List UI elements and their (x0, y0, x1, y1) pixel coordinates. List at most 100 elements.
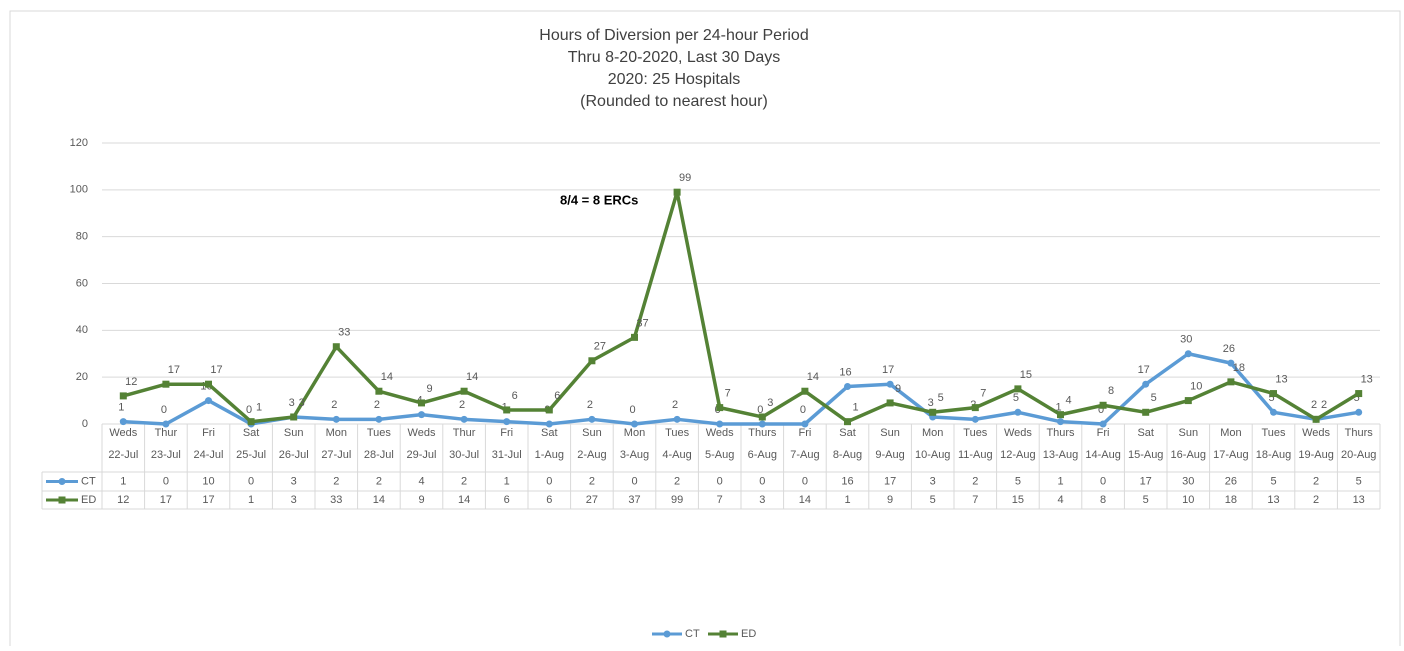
data-label: 16 (839, 366, 851, 378)
point (1227, 378, 1235, 386)
x-tick-label: Mon (624, 427, 645, 439)
table-cell: 5 (1143, 494, 1149, 506)
point (971, 404, 979, 412)
table-cell: 18 (1225, 494, 1237, 506)
table-cell: 8 (1100, 494, 1106, 506)
x-tick-label: Weds (1004, 427, 1032, 439)
table-cell: 9 (418, 494, 424, 506)
table-cell: 0 (759, 475, 765, 487)
table-cell: 17 (160, 494, 172, 506)
point (588, 415, 596, 423)
point (716, 420, 724, 428)
data-label: 8 (1108, 385, 1114, 397)
table-cell: 0 (631, 475, 637, 487)
table-cell: 3 (930, 475, 936, 487)
x-tick-label: 2-Aug (577, 449, 606, 461)
x-tick-label: 26-Jul (279, 449, 309, 461)
x-tick-label: Thurs (748, 427, 777, 439)
point (375, 415, 383, 423)
table-cell: 0 (717, 475, 723, 487)
y-tick-label: 80 (76, 231, 88, 243)
table-cell: 2 (333, 475, 339, 487)
table-cell: 3 (291, 494, 297, 506)
table-cell: 17 (1140, 475, 1152, 487)
table-cell: 26 (1225, 475, 1237, 487)
point (1099, 401, 1107, 409)
point (673, 188, 681, 196)
x-tick-label: 5-Aug (705, 449, 734, 461)
x-tick-label: Thur (453, 427, 476, 439)
table-cell: 33 (330, 494, 342, 506)
x-tick-label: 8-Aug (833, 449, 862, 461)
chart-border (9, 10, 1401, 651)
data-label: 0 (161, 404, 167, 416)
x-tick-label: Sun (582, 427, 602, 439)
point (588, 357, 596, 365)
chart-subtitle: (Rounded to nearest hour) (580, 93, 768, 110)
x-tick-label: 31-Jul (492, 449, 522, 461)
x-tick-label: Sun (880, 427, 900, 439)
data-label: 1 (852, 402, 858, 414)
point (545, 406, 553, 414)
y-tick-label: 20 (76, 371, 88, 383)
table-cell: 16 (841, 475, 853, 487)
data-label: 2 (331, 399, 337, 411)
x-tick-label: 11-Aug (958, 449, 993, 461)
table-cell: 99 (671, 494, 683, 506)
x-tick-label: Tues (367, 427, 392, 439)
table-cell: 2 (674, 475, 680, 487)
point (844, 383, 851, 391)
point (929, 408, 937, 416)
table-row-header: CT (81, 475, 96, 487)
table-cell: 6 (546, 494, 552, 506)
x-tick-label: 20-Aug (1341, 449, 1376, 461)
point (1142, 408, 1150, 416)
data-label: 13 (1275, 373, 1287, 385)
x-tick-label: 30-Jul (449, 449, 479, 461)
table-cell: 0 (802, 475, 808, 487)
data-label: 13 (1361, 373, 1373, 385)
x-tick-label: Sat (1137, 427, 1154, 439)
x-tick-label: Mon (326, 427, 347, 439)
table-row-header: ED (81, 494, 96, 506)
x-tick-label: 14-Aug (1085, 449, 1120, 461)
table-cell: 17 (884, 475, 896, 487)
x-tick-label: 3-Aug (620, 449, 649, 461)
data-label: 0 (246, 404, 252, 416)
point (545, 420, 553, 428)
table-cell: 1 (844, 494, 850, 506)
data-label: 5 (1354, 392, 1360, 404)
data-label: 37 (636, 317, 648, 329)
x-tick-label: Tues (1261, 427, 1286, 439)
data-label: 6 (512, 390, 518, 402)
data-label: 33 (338, 327, 350, 339)
table-cell: 5 (1015, 475, 1021, 487)
point (162, 380, 170, 388)
table-cell: 17 (202, 494, 214, 506)
table-cell: 14 (799, 494, 811, 506)
point (58, 478, 66, 485)
x-tick-label: 10-Aug (915, 449, 950, 461)
x-tick-label: Tues (665, 427, 690, 439)
point (58, 496, 66, 504)
table-cell: 1 (120, 475, 126, 487)
point (332, 415, 340, 423)
point (1270, 390, 1277, 398)
table-cell: 4 (418, 475, 424, 487)
x-tick-label: 24-Jul (194, 449, 224, 461)
data-label: 18 (1233, 362, 1245, 374)
point (971, 415, 979, 423)
data-label: 14 (807, 371, 819, 383)
point (460, 415, 468, 423)
data-label: 4 (1065, 395, 1071, 407)
data-label: 17 (210, 364, 222, 376)
table-cell: 10 (1182, 494, 1194, 506)
data-label: 2 (459, 399, 465, 411)
series-line (123, 352, 1359, 426)
table-cell: 10 (202, 475, 214, 487)
table-cell: 3 (291, 475, 297, 487)
data-label: 5 (1013, 392, 1019, 404)
data-label: 17 (1138, 364, 1150, 376)
data-label: 15 (1020, 369, 1032, 381)
